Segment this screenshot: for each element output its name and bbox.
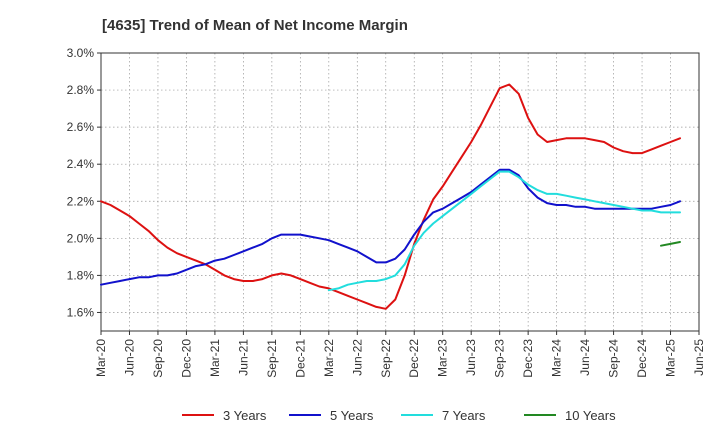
x-tick-label: Dec-23 — [521, 339, 535, 378]
series-line-5-years — [100, 168, 681, 286]
chart-title: [4635] Trend of Mean of Net Income Margi… — [102, 17, 408, 34]
legend-label: 3 Years — [223, 408, 267, 423]
x-axis: Mar-20 Jun-20 Sep-20 Dec-20 Mar-21 Jun-21 Sep-… — [94, 331, 706, 378]
legend: 3 Years 5 Years 7 Years 10 Years — [182, 408, 616, 423]
plot-area — [100, 52, 700, 332]
x-tick-label: Jun-20 — [122, 339, 136, 376]
legend-item: 7 Years — [401, 408, 486, 423]
series-line-7-years — [327, 170, 681, 292]
series-line-10-years — [660, 241, 681, 247]
x-tick-label: Dec-22 — [407, 339, 421, 378]
legend-label: 7 Years — [442, 408, 486, 423]
x-tick-label: Mar-24 — [550, 339, 564, 377]
y-tick-label: 3.0% — [67, 46, 95, 60]
x-tick-label: Dec-21 — [293, 339, 307, 378]
y-tick-label: 2.4% — [67, 157, 95, 171]
x-tick-label: Mar-25 — [664, 339, 678, 377]
series-lines — [100, 83, 681, 310]
x-tick-label: Dec-20 — [179, 339, 193, 378]
x-tick-label: Jun-21 — [236, 339, 250, 376]
y-tick-label: 2.0% — [67, 231, 95, 245]
x-tick-label: Jun-22 — [350, 339, 364, 376]
x-tick-label: Sep-21 — [265, 339, 279, 378]
y-tick-label: 2.2% — [67, 194, 95, 208]
x-tick-label: Sep-24 — [607, 339, 621, 378]
x-tick-label: Sep-22 — [379, 339, 393, 378]
legend-item: 3 Years — [182, 408, 267, 423]
y-axis: 1.6% 1.8% 2.0% 2.2% 2.4% 2.6% 2.8% 3.0% — [67, 46, 101, 319]
legend-label: 10 Years — [565, 408, 616, 423]
x-tick-label: Sep-23 — [493, 339, 507, 378]
y-tick-label: 1.6% — [67, 305, 95, 319]
x-tick-label: Mar-23 — [436, 339, 450, 377]
x-tick-label: Dec-24 — [635, 339, 649, 378]
x-tick-label: Mar-21 — [208, 339, 222, 377]
x-tick-label: Sep-20 — [151, 339, 165, 378]
y-tick-label: 2.6% — [67, 120, 95, 134]
x-tick-label: Mar-22 — [322, 339, 336, 377]
legend-label: 5 Years — [330, 408, 374, 423]
legend-item: 10 Years — [524, 408, 616, 423]
y-tick-label: 1.8% — [67, 268, 95, 282]
legend-item: 5 Years — [289, 408, 374, 423]
series-line-3-years — [100, 83, 681, 310]
x-tick-label: Mar-20 — [94, 339, 108, 377]
x-tick-label: Jun-24 — [578, 339, 592, 376]
x-tick-label: Jun-25 — [692, 339, 706, 376]
y-tick-label: 2.8% — [67, 83, 95, 97]
x-tick-label: Jun-23 — [464, 339, 478, 376]
